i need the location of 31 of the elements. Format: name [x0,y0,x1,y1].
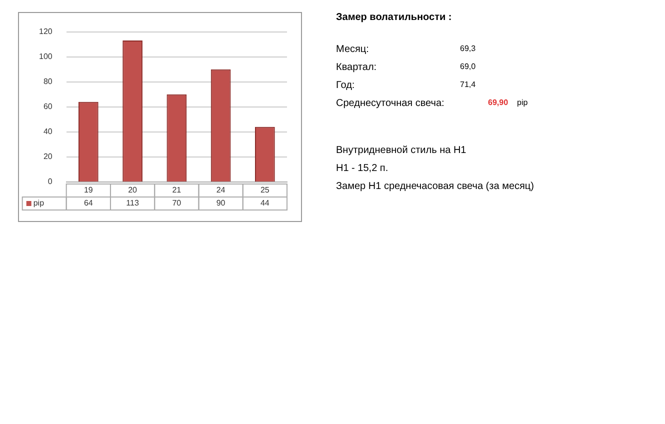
text: Среднесуточная свеча: [336,98,444,109]
text: 69,0 [460,62,476,71]
text: Замер H1 среднечасовая свеча (за месяц) [336,181,534,192]
data-label: 113 [126,198,140,208]
text: H1 - 15,2 п. [336,163,388,174]
x-tick-label: 19 [84,186,94,195]
text: Месяц: [336,44,369,55]
data-label: 70 [172,198,182,208]
text: 69,3 [460,44,476,53]
x-tick-label: 20 [128,186,138,195]
y-tick-label: 120 [38,27,53,36]
text: 71,4 [460,80,476,89]
x-tick-label: 24 [216,186,226,195]
y-tick-label: 100 [38,52,53,62]
x-tick-label: 25 [260,186,270,195]
y-tick-label: 40 [43,127,53,136]
text: pip [517,98,528,107]
text: Замер волатильности : [336,12,452,23]
legend-label: pip [33,198,45,208]
data-label: 64 [84,198,94,208]
y-tick-label: 80 [43,77,53,86]
y-tick-label: 0 [48,177,53,186]
data-label: 90 [216,198,226,208]
text: 69,90 [488,98,508,107]
y-tick-label: 20 [43,152,53,162]
text: Квартал: [336,62,377,73]
text: Год: [336,80,355,91]
y-tick-label: 60 [43,102,53,112]
data-label: 44 [260,198,270,208]
x-tick-label: 21 [172,186,182,195]
text: Внутридневной стиль на H1 [336,145,466,156]
